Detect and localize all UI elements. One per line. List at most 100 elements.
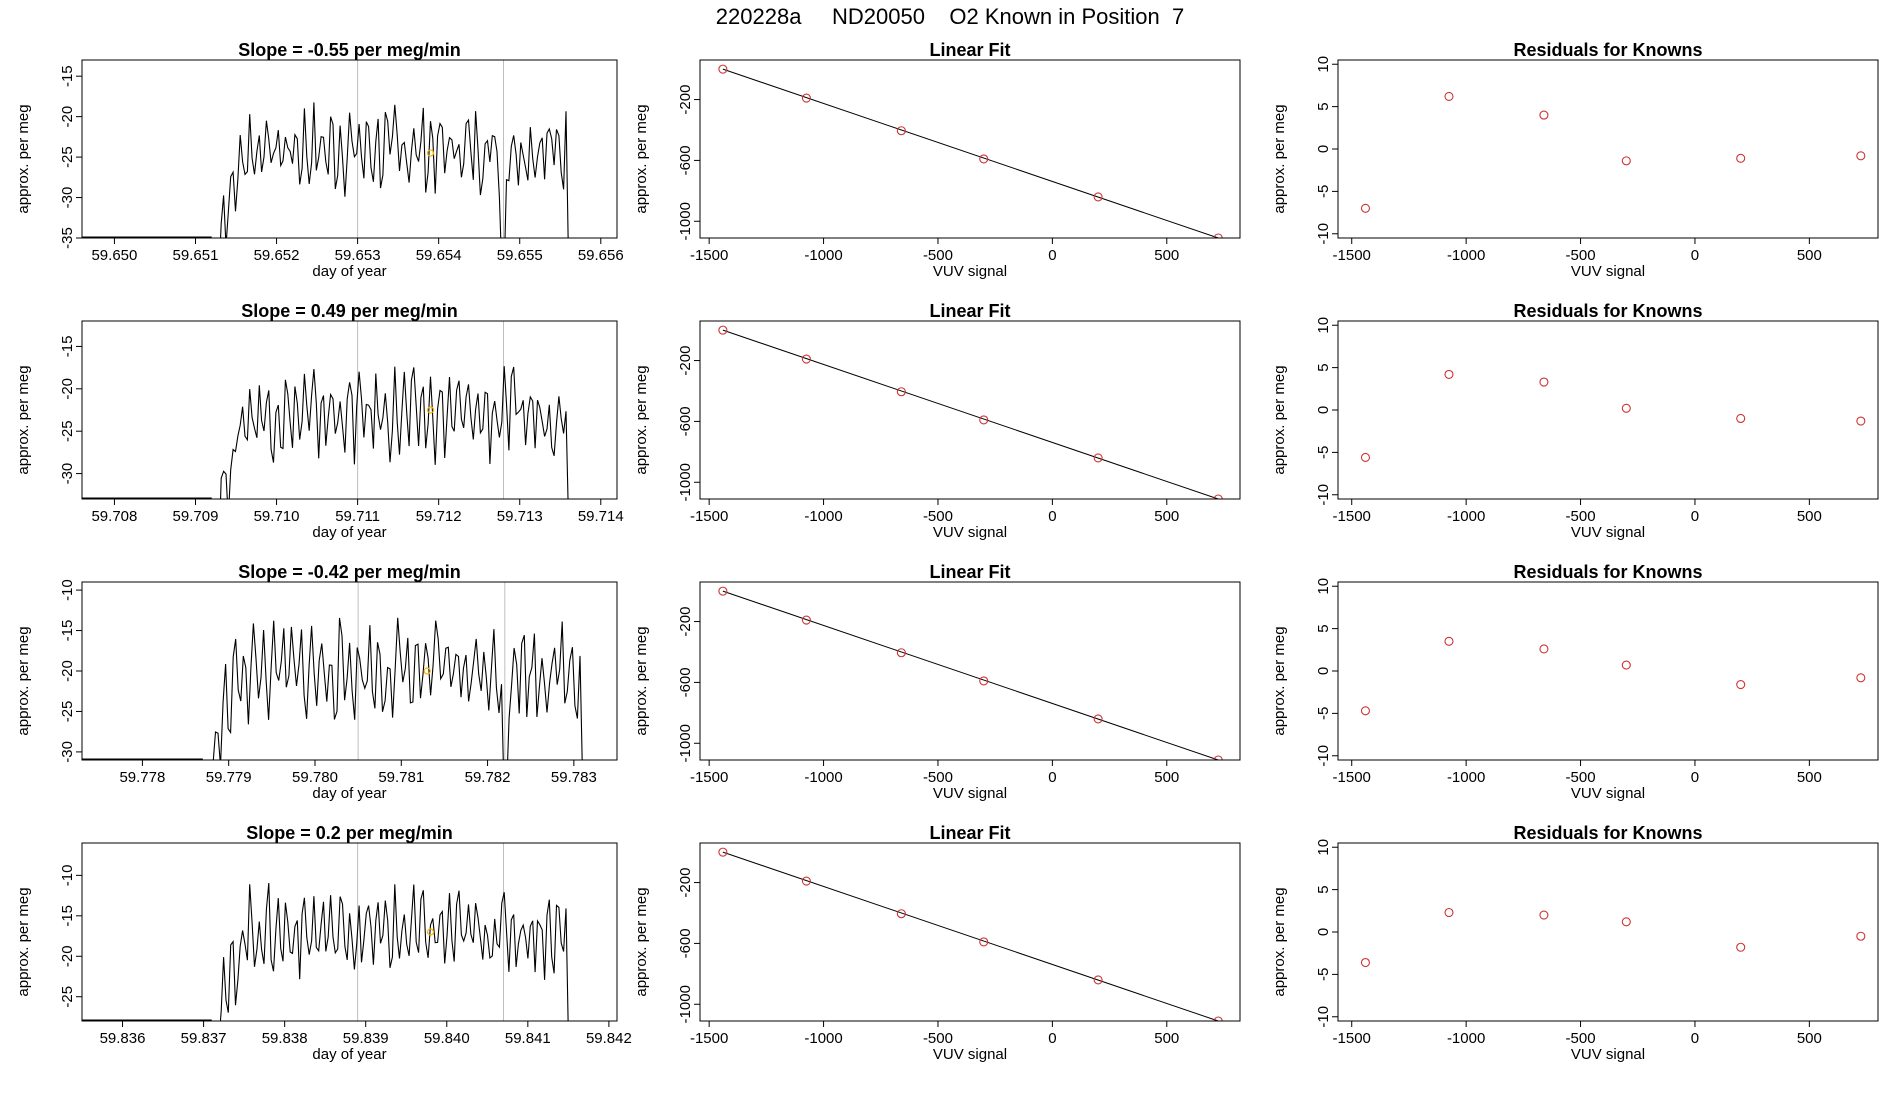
data-point <box>1856 931 1866 941</box>
y-axis-label: approx. per meg <box>15 104 32 213</box>
data-point <box>1444 636 1454 646</box>
y-axis-label: approx. per meg <box>633 887 650 996</box>
x-tick-label: 500 <box>1154 1030 1179 1047</box>
x-tick-label: 0 <box>1691 247 1699 264</box>
x-axis-label: VUV signal <box>1571 524 1645 541</box>
y-tick-label: 5 <box>1315 363 1332 371</box>
x-tick-label: 59.652 <box>254 247 300 264</box>
x-tick-label: -500 <box>923 508 953 525</box>
data-point <box>1539 910 1549 920</box>
y-tick-label: -5 <box>1315 185 1332 198</box>
x-axis-label: VUV signal <box>933 1046 1007 1063</box>
x-tick-label: 59.713 <box>497 508 543 525</box>
data-point <box>896 909 906 919</box>
x-axis-label: day of year <box>312 524 386 541</box>
x-tick-label: 59.656 <box>578 247 624 264</box>
y-tick-label: 10 <box>1315 317 1332 334</box>
y-tick-label: -15 <box>59 905 76 927</box>
plot-area <box>1360 636 1866 716</box>
y-tick-label: -15 <box>59 65 76 87</box>
data-point <box>1360 957 1371 968</box>
data-point <box>1093 975 1103 985</box>
y-tick-label: -5 <box>1315 446 1332 459</box>
x-tick-label: 59.836 <box>100 1030 146 1047</box>
y-tick-label: -1000 <box>677 985 694 1023</box>
data-point <box>1539 110 1549 120</box>
panel-title: Slope = 0.49 per meg/min <box>241 301 458 321</box>
x-tick-label: -1500 <box>690 247 728 264</box>
data-point <box>1360 203 1371 213</box>
plot-area <box>718 586 1223 760</box>
y-axis-label: approx. per meg <box>633 104 650 213</box>
x-tick-label: 500 <box>1797 247 1822 264</box>
x-axis-label: day of year <box>312 1046 386 1063</box>
mean-marker <box>426 406 435 414</box>
x-tick-label: 500 <box>1797 508 1822 525</box>
mean-marker <box>426 928 435 936</box>
x-axis-label: VUV signal <box>1571 263 1645 280</box>
x-tick-label: 500 <box>1154 769 1179 786</box>
y-axis-label: approx. per meg <box>1271 104 1288 213</box>
y-axis-label: approx. per meg <box>1271 626 1288 735</box>
data-point <box>1621 660 1631 670</box>
plot-frame <box>81 59 618 239</box>
plot-area <box>82 321 569 499</box>
data-point <box>1213 1016 1223 1021</box>
y-tick-label: -25 <box>59 986 76 1008</box>
y-tick-label: -25 <box>59 146 76 168</box>
y-tick-label: 10 <box>1315 839 1332 856</box>
signal-trace <box>220 366 569 499</box>
x-tick-label: 59.651 <box>173 247 219 264</box>
plot-frame <box>1337 842 1879 1022</box>
plot-area <box>718 325 1223 499</box>
x-axis-label: VUV signal <box>933 263 1007 280</box>
panel-title: Linear Fit <box>929 562 1010 582</box>
x-tick-label: -500 <box>1566 247 1596 264</box>
x-axis-label: VUV signal <box>933 524 1007 541</box>
mean-marker <box>423 667 431 675</box>
plot-frame <box>699 842 1241 1022</box>
x-tick-label: 59.781 <box>378 769 424 786</box>
x-tick-label: -1000 <box>1447 769 1485 786</box>
y-tick-label: 0 <box>1315 928 1332 936</box>
y-axis-label: approx. per meg <box>1271 365 1288 474</box>
plot-area <box>82 843 569 1021</box>
plot-area <box>1360 369 1866 463</box>
y-tick-label: -15 <box>59 620 76 642</box>
x-tick-label: 59.782 <box>465 769 511 786</box>
y-tick-label: -35 <box>59 227 76 249</box>
panel-4-1: Slope = 0.2 per meg/min 59.836 59.837 59.83… <box>15 823 632 1063</box>
x-tick-label: -500 <box>923 1030 953 1047</box>
panel-title: Residuals for Knowns <box>1513 301 1702 321</box>
y-tick-label: 10 <box>1315 56 1332 73</box>
x-tick-label: 500 <box>1154 247 1179 264</box>
data-point <box>979 415 989 425</box>
x-tick-label: -1500 <box>1333 247 1371 264</box>
data-point <box>1444 369 1454 379</box>
x-tick-label: -1000 <box>1447 1030 1485 1047</box>
signal-trace <box>220 102 569 238</box>
data-point <box>1856 673 1866 683</box>
x-tick-label: 59.708 <box>91 508 137 525</box>
y-tick-label: -20 <box>59 378 76 400</box>
data-point <box>801 876 811 886</box>
x-tick-label: -1000 <box>804 769 842 786</box>
data-point <box>1093 192 1103 202</box>
x-tick-label: 59.711 <box>335 508 380 525</box>
x-tick-label: -500 <box>1566 1030 1596 1047</box>
x-tick-label: 59.783 <box>551 769 597 786</box>
x-axis-label: day of year <box>312 785 386 802</box>
x-tick-label: 59.840 <box>424 1030 470 1047</box>
x-tick-label: -1500 <box>690 769 728 786</box>
y-tick-label: -30 <box>59 741 76 763</box>
x-tick-label: 0 <box>1048 247 1056 264</box>
panel-4-3: Residuals for Knowns -1500 -1000 -500 0 500 VU… <box>1271 823 1879 1063</box>
data-point <box>979 676 989 686</box>
data-point <box>1213 755 1223 760</box>
x-tick-label: -1500 <box>1333 508 1371 525</box>
plot-frame <box>1337 320 1879 500</box>
panel-3-1: Slope = -0.42 per meg/min 59.778 59.779 59.… <box>15 562 618 802</box>
y-tick-label: -1000 <box>677 724 694 762</box>
plot-area <box>82 582 583 760</box>
